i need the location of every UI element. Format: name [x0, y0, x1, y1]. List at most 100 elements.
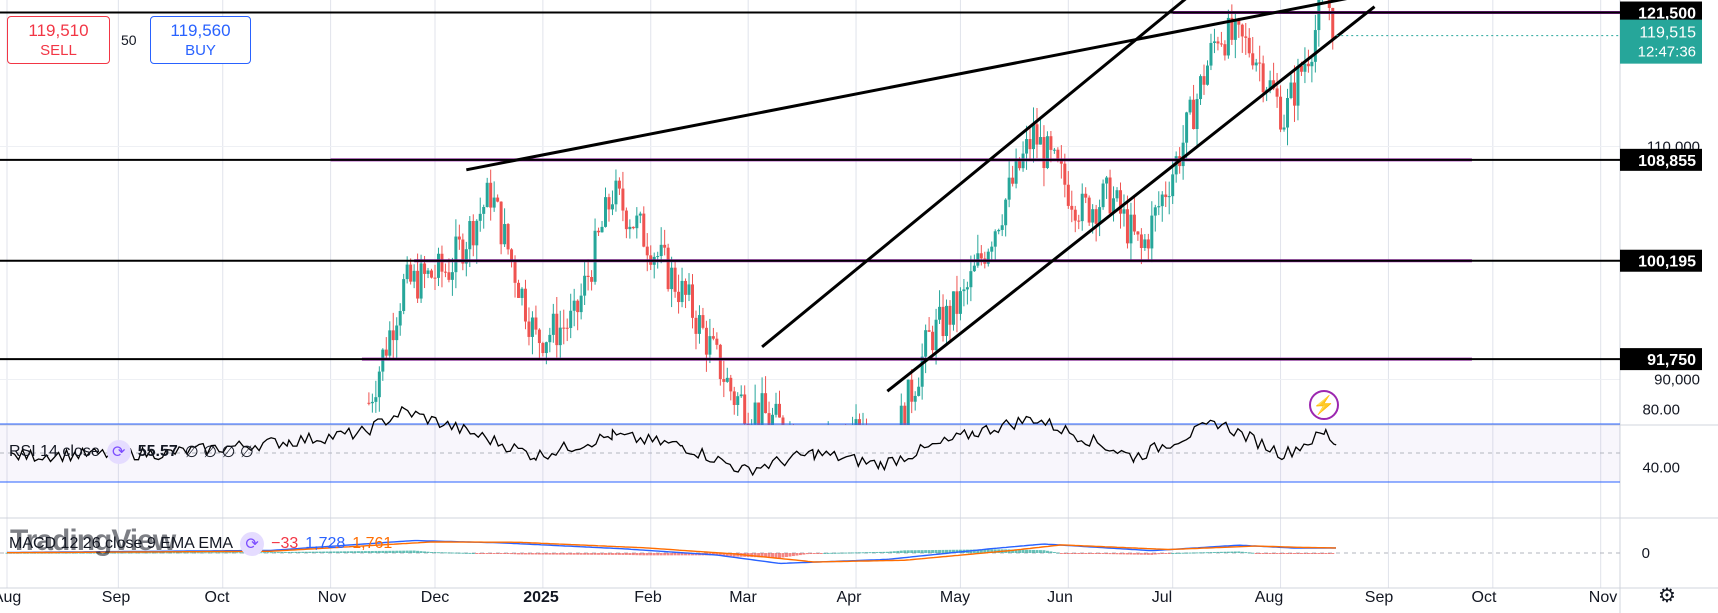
macd-histogram-bar [336, 551, 340, 553]
candle-body [1063, 163, 1067, 185]
macd-histogram-bar [774, 553, 778, 558]
macd-histogram-bar [1289, 553, 1293, 554]
candle-body [903, 405, 907, 425]
candle-body [1219, 43, 1223, 45]
macd-histogram-bar [343, 551, 347, 553]
macd-histogram-bar [503, 553, 507, 554]
macd-histogram-bar [537, 553, 541, 555]
candle-body [642, 213, 646, 247]
macd-histogram-bar [221, 552, 225, 554]
candle-body [718, 344, 722, 380]
macd-histogram-bar [610, 553, 614, 555]
macd-histogram-bar [269, 552, 273, 554]
macd-histogram-bar [729, 553, 733, 557]
candle-body [684, 280, 688, 295]
candle-body [1153, 207, 1157, 216]
macd-histogram-bar [106, 552, 110, 554]
macd-histogram-bar [722, 553, 726, 556]
macd-histogram-bar [193, 552, 197, 554]
macd-histogram-bar [506, 553, 510, 554]
macd-histogram-bar [419, 551, 423, 553]
candle-body [938, 306, 942, 320]
macd-histogram-bar [339, 551, 343, 553]
macd-histogram-bar [367, 551, 371, 553]
candle-body [764, 393, 768, 414]
rsi-legend[interactable]: RSI 14 close ⟳ 55.57 ∅ ∅ ∅ ∅ [9, 440, 254, 464]
macd-histogram-bar [405, 550, 409, 553]
macd-histogram-bar [280, 552, 284, 554]
macd-histogram-bar [715, 553, 719, 556]
macd-histogram-bar [530, 553, 534, 555]
macd-histogram-bar [875, 551, 879, 553]
macd-histogram-bar [311, 551, 315, 553]
buy-button[interactable]: 119,560 BUY [150, 16, 251, 64]
macd-histogram-bar [189, 552, 193, 554]
macd-histogram-bar [795, 553, 799, 556]
macd-histogram-bar [572, 553, 576, 555]
candle-body [443, 271, 447, 273]
price-tag-label: 100,195 [1638, 254, 1696, 271]
macd-histogram-bar [391, 550, 395, 553]
macd-histogram-bar [409, 550, 413, 553]
candle-body [1000, 225, 1004, 230]
candle-body [1080, 193, 1084, 222]
candle-body [739, 394, 743, 397]
candle-body [617, 180, 621, 189]
candle-body [680, 280, 684, 303]
sell-button[interactable]: 119,510 SELL [7, 16, 110, 64]
macd-histogram-bar [440, 552, 444, 554]
candle-body [690, 284, 694, 318]
candle-body [722, 379, 726, 382]
macd-histogram-bar [1091, 553, 1095, 554]
candle-body [1014, 158, 1018, 184]
macd-histogram-bar [57, 552, 61, 554]
candle-body [931, 331, 935, 351]
buy-price: 119,560 [170, 21, 231, 40]
candle-body [447, 272, 451, 280]
candle-body [1059, 160, 1063, 164]
candle-body [610, 204, 614, 210]
candle-body [774, 403, 778, 415]
candle-body [377, 371, 381, 398]
macd-histogram-bar [972, 549, 976, 553]
rsi-legend-name: RSI 14 close [9, 443, 100, 460]
macd-histogram-bar [1157, 553, 1161, 555]
macd-histogram-bar [1132, 553, 1136, 555]
macd-histogram-bar [1331, 553, 1335, 554]
candle-body [771, 414, 775, 425]
macd-histogram-bar [652, 553, 656, 556]
candle-body [461, 239, 465, 264]
candle-body [1209, 42, 1213, 66]
candle-body [753, 402, 757, 425]
candle-body [965, 287, 969, 290]
macd-histogram-bar [725, 553, 729, 557]
macd-histogram-bar [990, 549, 994, 553]
candle-body [388, 330, 392, 356]
sync-icon[interactable]: ⟳ [240, 532, 265, 556]
candle-body [1073, 209, 1077, 221]
macd-histogram-bar [179, 552, 183, 554]
candle-body [1136, 231, 1140, 235]
candle-body [1254, 62, 1258, 66]
macd-histogram-bar [231, 552, 235, 554]
macd-histogram-bar [680, 553, 684, 556]
time-axis-label: Dec [421, 589, 449, 606]
macd-histogram-bar [673, 553, 677, 556]
macd-histogram-bar [89, 552, 93, 554]
candle-body [1167, 196, 1171, 198]
gear-icon[interactable]: ⚙ [1658, 585, 1676, 607]
lightning-icon[interactable]: ⚡ [1309, 390, 1339, 420]
candle-body [1202, 76, 1206, 85]
candle-body [945, 305, 949, 337]
macd-histogram-bar [1247, 552, 1251, 554]
macd-histogram-bar [1171, 552, 1175, 554]
macd-histogram-bar [948, 549, 952, 553]
candle-body [777, 403, 781, 418]
candle-body [503, 224, 507, 245]
sync-icon[interactable]: ⟳ [106, 440, 131, 464]
candle-body [743, 394, 747, 425]
macd-histogram-bar [1136, 553, 1140, 555]
candle-body [1143, 239, 1147, 249]
macd-legend[interactable]: MACD 12 26 close 9 EMA EMA ⟳ −33 1,728 1… [9, 532, 392, 556]
